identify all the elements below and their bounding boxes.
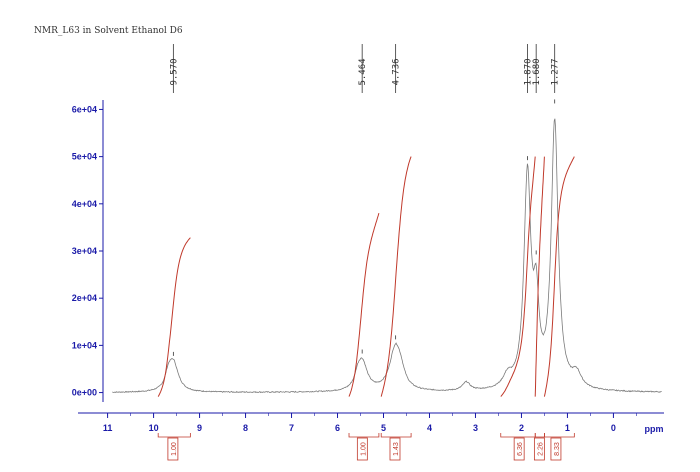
x-tick-label: 5 (381, 423, 386, 433)
integral-curve (500, 156, 536, 397)
x-tick-label: 11 (103, 423, 113, 433)
peak-label: 5.464 (358, 58, 368, 85)
peak-label: 1.680 (532, 58, 542, 85)
integral-value-label: 6.36 (517, 442, 524, 456)
integral-bracket (534, 433, 545, 438)
peak-label: 9.570 (169, 58, 179, 85)
x-tick-label: 4 (427, 423, 432, 433)
y-tick-label: 6e+04 (72, 104, 97, 114)
y-tick-label: 1e+04 (72, 340, 97, 350)
integral-bracket (500, 433, 536, 438)
integral-curve (534, 156, 545, 397)
integral-value-box (389, 437, 401, 461)
y-tick-label: 0e+00 (72, 388, 97, 398)
integral-curve (380, 156, 412, 397)
x-tick-label: 0 (611, 423, 616, 433)
y-tick-label: 4e+04 (72, 199, 97, 209)
x-tick-label: 10 (149, 423, 159, 433)
y-tick-label: 5e+04 (72, 152, 97, 162)
integral-bracket (544, 433, 575, 438)
integral-value-label: 2.26 (537, 442, 544, 456)
x-tick-label: 6 (335, 423, 340, 433)
x-tick-label: 8 (243, 423, 248, 433)
peak-label: 4.736 (392, 58, 402, 85)
y-tick-label: 3e+04 (72, 246, 97, 256)
x-axis-label: ppm (645, 424, 664, 434)
integral-curve (157, 237, 191, 397)
x-tick-label: 3 (473, 423, 478, 433)
chart-title: NMR_L63 in Solvent Ethanol D6 (34, 26, 183, 36)
y-tick-label: 2e+04 (72, 293, 97, 303)
peak-label: 1.277 (551, 58, 561, 85)
integral-bracket (380, 433, 412, 438)
integral-value-box (513, 437, 525, 461)
integral-curve (543, 156, 575, 397)
x-tick-label: 2 (519, 423, 524, 433)
integral-curve (348, 212, 380, 397)
integral-bracket (348, 433, 380, 438)
integral-value-box (533, 437, 545, 461)
integral-value-box (550, 437, 562, 461)
x-tick-label: 1 (565, 423, 570, 433)
x-tick-label: 7 (289, 423, 294, 433)
integral-value-box (167, 437, 179, 461)
integral-value-label: 1.00 (171, 442, 178, 456)
integral-value-box (356, 437, 368, 461)
integral-value-label: 8.33 (554, 442, 561, 456)
spectrum-line (112, 118, 662, 394)
integral-bracket (157, 433, 191, 438)
integral-value-label: 1.00 (360, 442, 367, 456)
x-tick-label: 9 (197, 423, 202, 433)
integral-value-label: 1.43 (393, 442, 400, 456)
peak-label: 1.870 (523, 58, 533, 85)
